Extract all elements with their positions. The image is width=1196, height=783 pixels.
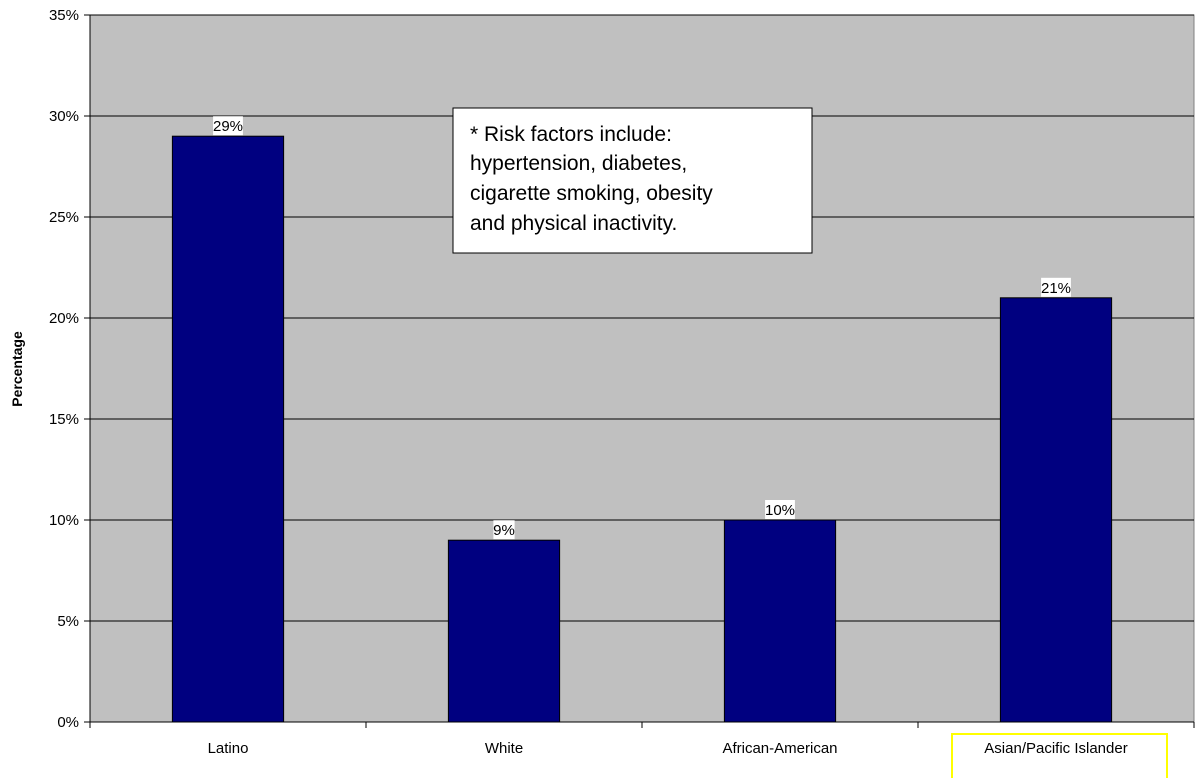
bar <box>999 297 1113 723</box>
y-tick-label: 15% <box>49 411 79 428</box>
data-label-background <box>493 520 515 540</box>
bar <box>723 519 837 723</box>
ticks <box>84 14 1195 728</box>
category-label: White <box>485 740 523 757</box>
y-tick-label: 10% <box>49 512 79 529</box>
category-label: Asian/Pacific Islander <box>984 740 1127 757</box>
bar <box>447 539 561 723</box>
data-label: 10% <box>765 502 795 519</box>
data-label: 21% <box>1041 280 1071 297</box>
data-labels: 29% 9% 10% 21% <box>213 116 1071 540</box>
data-label: 29% <box>213 118 243 135</box>
risk-factors-note: * Risk factors include: hypertension, di… <box>452 107 813 254</box>
note-box <box>452 107 813 254</box>
data-label-background <box>1041 277 1071 297</box>
note-line: hypertension, diabetes, <box>470 152 687 175</box>
data-label: 9% <box>493 522 515 539</box>
y-tick-label: 0% <box>57 714 79 731</box>
y-tick-label: 30% <box>49 108 79 125</box>
note-line: * Risk factors include: <box>470 123 672 146</box>
category-label: African-American <box>722 740 837 757</box>
y-axis-title: Percentage <box>9 331 25 407</box>
bars <box>171 135 1113 723</box>
note-line: cigarette smoking, obesity <box>470 182 713 205</box>
y-tick-label: 25% <box>49 209 79 226</box>
y-tick-label: 35% <box>49 7 79 24</box>
data-label-background <box>765 500 795 519</box>
y-tick-labels: 0% 5% 10% 15% 20% 25% 30% 35% <box>49 7 79 731</box>
bar <box>171 135 285 723</box>
data-label-background <box>213 116 243 136</box>
y-tick-label: 5% <box>57 613 79 630</box>
y-tick-label: 20% <box>49 310 79 327</box>
category-highlight-box <box>951 733 1168 778</box>
note-line: and physical inactivity. <box>470 212 677 235</box>
category-label: Latino <box>208 740 249 757</box>
category-labels: Latino White African-American Asian/Pacific… <box>208 733 1168 778</box>
